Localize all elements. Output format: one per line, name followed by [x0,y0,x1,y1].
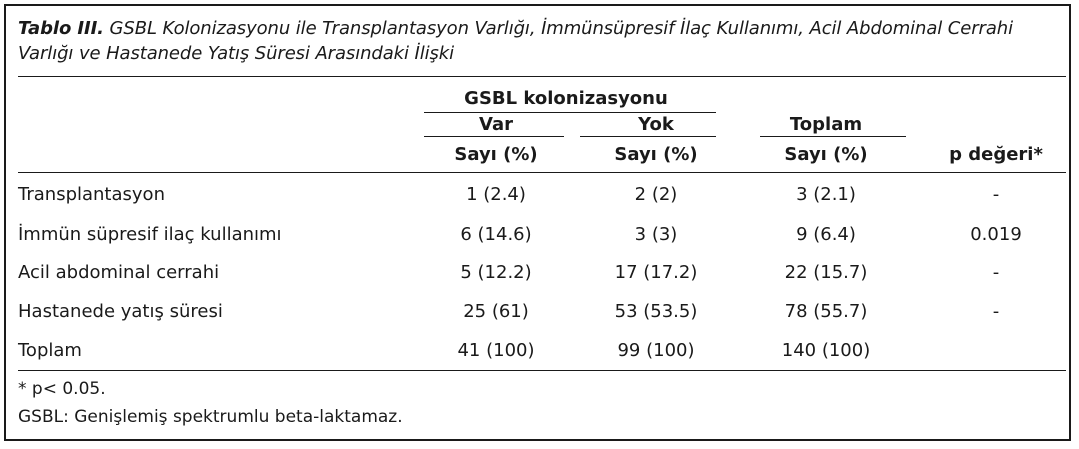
row-p: 0.019 [970,224,1022,245]
header-p-value: p değeri* [949,144,1043,165]
header-var-rule [424,136,564,137]
row-label: Transplantasyon [18,184,165,205]
top-rule [18,76,1066,77]
header-group: GSBL kolonizasyonu [464,88,668,109]
row-var: 6 (14.6) [460,224,532,245]
bottom-rule [18,370,1066,371]
row-yok: 3 (3) [634,224,678,245]
row-yok: 53 (53.5) [614,301,698,322]
header-sayi-var: Sayı (%) [454,144,538,165]
row-yok: 2 (2) [634,184,678,205]
header-toplam-rule [760,136,906,137]
table-frame: Tablo III. GSBL Kolonizasyonu ile Transp… [4,4,1071,441]
row-toplam: 3 (2.1) [796,184,856,205]
row-toplam: 78 (55.7) [784,301,868,322]
header-toplam: Toplam [789,114,863,135]
row-label: Hastanede yatış süresi [18,301,223,322]
table-caption-text: GSBL Kolonizasyonu ile Transplantasyon V… [18,18,1013,64]
header-yok-rule [580,136,716,137]
row-p: - [992,301,1000,322]
row-p: - [992,184,1000,205]
row-yok: 17 (17.2) [614,262,698,283]
header-yok: Yok [638,114,674,135]
header-bottom-rule [18,172,1066,173]
row-var: 1 (2.4) [466,184,526,205]
row-toplam: 22 (15.7) [784,262,868,283]
row-p: - [992,262,1000,283]
row-label: Toplam [18,340,82,361]
table-caption-lead: Tablo III. [18,18,104,39]
table-caption: Tablo III. GSBL Kolonizasyonu ile Transp… [18,16,1068,66]
row-var: 41 (100) [457,340,535,361]
header-var: Var [479,114,513,135]
row-label: İmmün süpresif ilaç kullanımı [18,224,282,245]
footnote-significance: * p< 0.05. [18,379,106,399]
row-var: 25 (61) [463,301,529,322]
footnote-abbreviation: GSBL: Genişlemiş spektrumlu beta-laktama… [18,407,403,427]
row-label: Acil abdominal cerrahi [18,262,220,283]
header-group-rule [424,112,716,113]
header-sayi-toplam: Sayı (%) [784,144,868,165]
row-toplam: 140 (100) [781,340,871,361]
row-yok: 99 (100) [617,340,695,361]
row-var: 5 (12.2) [460,262,532,283]
row-toplam: 9 (6.4) [796,224,856,245]
header-sayi-yok: Sayı (%) [614,144,698,165]
